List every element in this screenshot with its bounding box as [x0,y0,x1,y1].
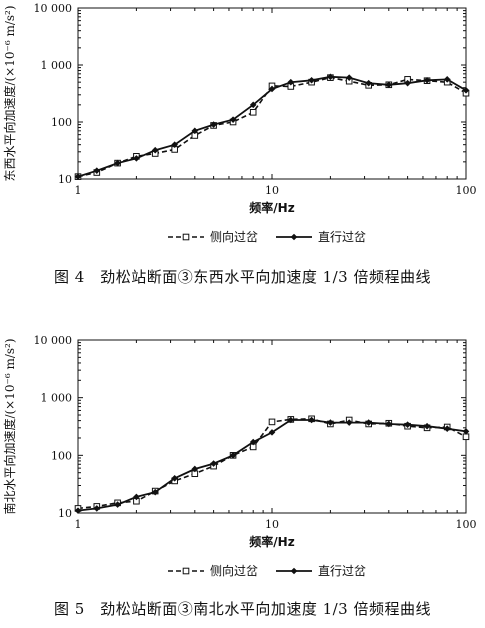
data-point-straight [365,79,372,87]
data-point-straight [151,488,159,496]
x-axis-label: 频率/Hz [249,534,294,549]
y-tick-label: 100 [51,449,72,462]
data-point-straight [171,474,178,482]
caption-figure-4: 图 4 劲松站断面③东西水平向加速度 1/3 倍频程曲线 [54,268,431,286]
data-point-straight [268,429,276,436]
x-tick-label: 1 [75,184,82,197]
x-tick-label: 1 [75,518,82,531]
data-point-straight [114,501,121,508]
y-tick-label: 100 [51,116,72,129]
data-point-straight [462,428,470,435]
data-point-straight [308,416,315,424]
legend-marker-lateral [182,233,190,241]
data-point-straight [423,76,431,84]
y-tick-label: 10 [58,507,72,520]
data-point-straight [404,421,411,428]
data-point-straight [385,81,393,89]
data-point-straight [151,146,159,154]
data-point-straight [443,76,451,83]
data-point-straight [287,78,295,86]
y-axis-label: 南北水平向加速度/(×10⁻⁶ m/s²) [2,338,17,514]
x-tick-label: 100 [456,184,477,197]
data-point-straight [249,101,257,109]
data-point-straight [133,155,140,162]
data-point-straight [345,74,353,81]
legend-label-straight: 直行过岔 [318,230,366,244]
y-axis-label: 东西水平向加速度/(×10⁻⁶ m/s²) [2,5,17,181]
data-point-straight [133,493,140,501]
legend-marker-lateral [182,567,190,575]
data-point-straight [229,452,237,459]
data-point-straight [210,460,217,467]
x-tick-label: 10 [265,184,279,197]
data-point-straight [74,507,82,514]
y-tick-label: 1 000 [41,392,73,405]
legend-marker-straight [290,233,298,241]
data-point-straight [404,79,411,87]
data-point-straight [171,141,178,148]
data-point-lateral [268,418,276,426]
data-point-straight [287,416,295,424]
y-tick-label: 1 000 [41,59,73,72]
series-line-lateral [77,76,467,178]
figure-5: 1 10 100 10 100 1 000 10 000 频率/Hz 南北水平向加速度/(×10… [0,318,485,628]
data-point-straight [210,121,217,128]
data-point-straight [93,167,101,174]
data-point-straight [93,505,101,512]
data-point-straight [191,465,199,473]
x-axis-label: 频率/Hz [249,200,294,215]
data-point-straight [327,73,334,81]
data-point-straight [268,85,276,93]
caption-figure-5: 图 5 劲松站断面③南北水平向加速度 1/3 倍频程曲线 [54,600,431,618]
figure-4: 1 10 100 10 100 1 000 10 000 频率/Hz 东西水平向加速度/(×10… [0,0,485,300]
data-point-straight [308,76,315,84]
data-point-lateral [462,433,470,441]
data-point-straight [191,127,199,135]
x-tick-label: 10 [265,518,279,531]
legend-label-straight: 直行过岔 [318,564,366,578]
data-point-lateral [249,108,257,116]
data-point-straight [229,116,237,123]
y-tick-label: 10 [58,173,72,186]
legend-marker-straight [290,567,298,575]
data-point-straight [74,173,82,180]
data-point-straight [385,420,393,428]
data-point-straight [462,86,470,94]
data-point-straight [114,159,121,167]
legend-label-lateral: 侧向过岔 [210,229,258,244]
y-tick-label: 10 000 [34,334,73,347]
y-tick-label: 10 000 [34,2,73,15]
x-tick-label: 100 [456,518,477,531]
legend-label-lateral: 侧向过岔 [210,563,258,578]
